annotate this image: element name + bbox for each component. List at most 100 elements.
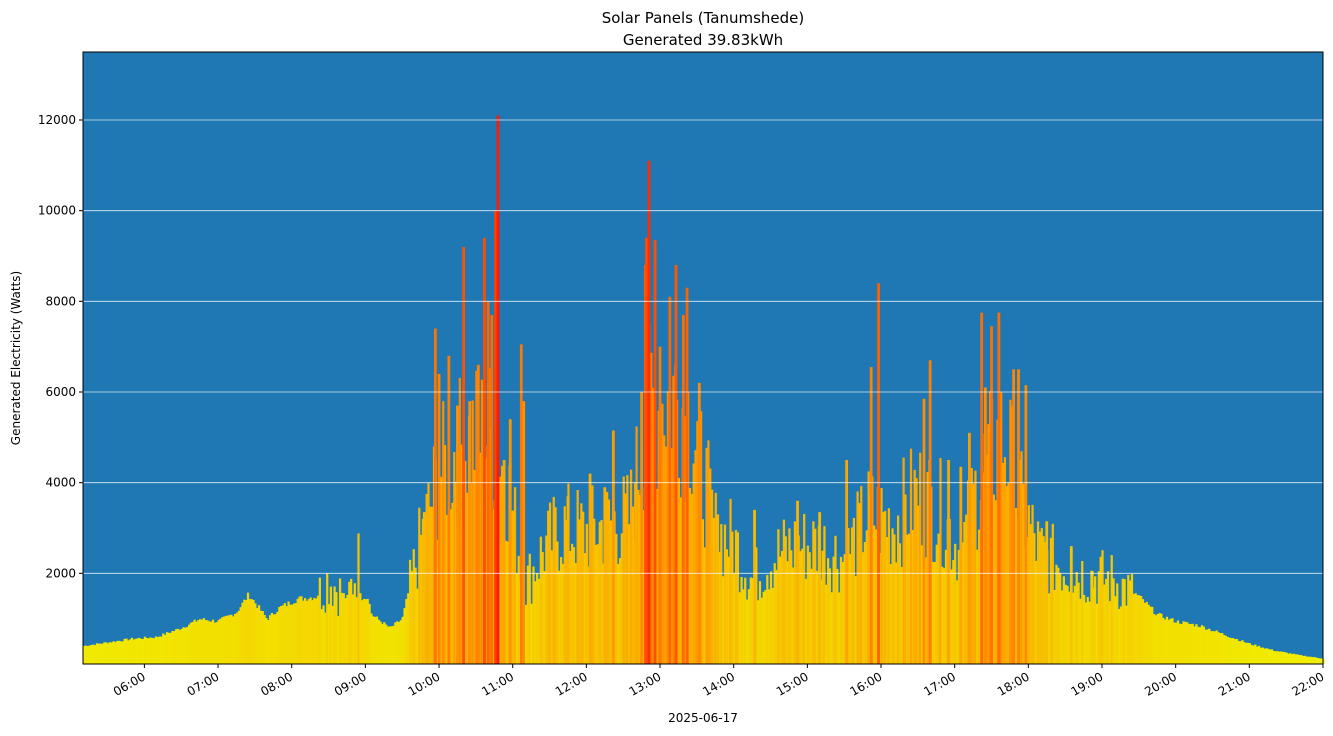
bar [1298,655,1301,664]
bar [939,458,942,664]
bar [501,465,504,664]
bar [552,496,555,664]
bar [1287,653,1290,664]
bar [1296,654,1299,664]
bar [517,555,520,664]
bar [747,589,751,664]
y-tick-label: 10000 [38,204,76,218]
bar [873,525,876,664]
bar [383,622,386,664]
bar [569,550,572,664]
bar [263,614,266,664]
bar [580,503,583,664]
bar [880,488,883,664]
bar [110,642,113,664]
bar [615,533,618,664]
bar [280,606,283,664]
bar [821,550,824,664]
bar [121,641,124,664]
bar [585,523,588,664]
bar [145,637,148,664]
bar [838,592,841,664]
bar [594,544,598,664]
bar-spike [997,312,1001,664]
bar [473,470,476,664]
bar [1066,585,1069,664]
bar [1138,595,1141,664]
bar [541,552,544,664]
bar [1062,576,1065,664]
bar [628,524,631,664]
bar [1101,550,1104,664]
y-tick-label: 8000 [45,294,76,308]
bar [664,446,668,664]
bar [189,622,193,664]
bar [769,571,773,664]
bar [278,607,281,664]
bar [1184,621,1187,664]
bar [858,502,861,664]
bar-spike [658,346,662,664]
bar [889,564,892,664]
bar [245,600,248,664]
bar [1232,638,1235,664]
bar [709,468,712,664]
bar [219,618,222,664]
y-tick-label: 4000 [45,476,76,490]
bar [607,499,611,664]
bar [1283,652,1286,664]
bar [331,605,334,664]
bar [324,612,327,664]
bar [738,592,741,664]
bar [88,645,91,664]
bar [1110,555,1113,664]
bar [596,544,600,664]
bar [1141,599,1145,664]
bar [326,573,329,664]
bar [902,457,905,664]
bar [200,619,204,664]
bar [1038,531,1042,664]
bar [281,605,285,664]
bar [333,586,336,664]
bar [762,591,765,664]
bar [224,615,228,664]
bar [764,589,767,664]
bar [90,644,93,664]
bar-spike [519,344,523,664]
bar [773,563,776,664]
bar [267,620,270,664]
bar [944,549,948,664]
bar [116,640,119,664]
bar [350,578,353,664]
bar [699,411,703,664]
bar [1068,591,1071,664]
bar [117,640,121,664]
bar [950,569,953,664]
bar [302,600,305,664]
bar [256,607,259,664]
bar [99,643,102,664]
bar [861,552,865,664]
bar [692,463,695,664]
bar [1222,634,1226,664]
bar-spike [447,355,451,664]
bar [1154,615,1158,664]
bar [92,644,95,664]
bar [963,521,966,664]
bar [655,488,658,664]
y-tick-label: 12000 [38,113,76,127]
bar [1060,590,1064,664]
bar [385,624,388,664]
bar [863,542,867,664]
bar [843,554,846,664]
bar [893,534,896,664]
bar [860,486,863,664]
bar [1171,618,1174,664]
bar [545,535,548,664]
bar [955,580,959,664]
bar [1186,622,1189,664]
bar [801,548,804,664]
bar [757,600,760,664]
bar [217,620,220,664]
